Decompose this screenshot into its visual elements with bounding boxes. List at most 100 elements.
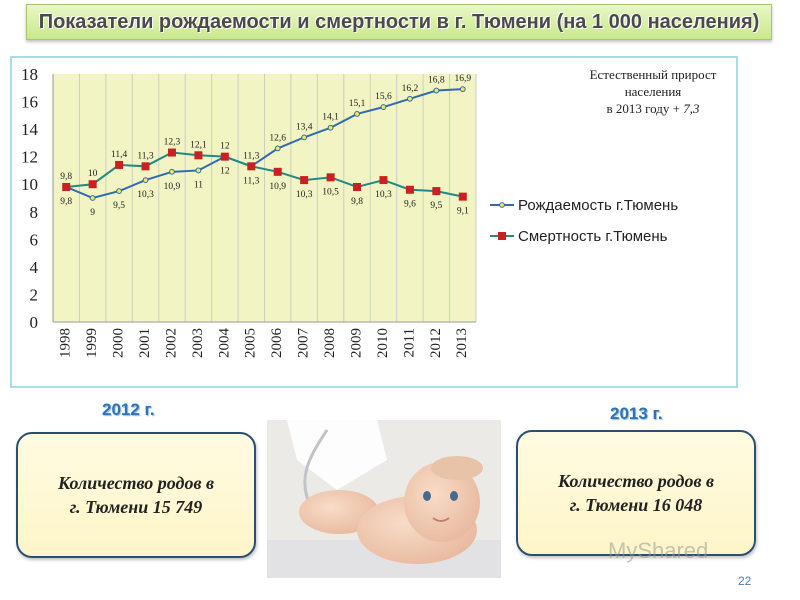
left-year-label: 2012 г. [102,400,155,419]
death-data-label: 9,5 [430,201,442,211]
death-point [141,162,150,171]
death-point [353,182,362,191]
right-info-text: Количество родов в г. Тюмени 16 048 [557,471,715,515]
birth-data-label: 15,1 [349,99,366,109]
x-tick-label: 2002 [163,328,179,358]
death-data-label: 11,3 [137,151,154,161]
death-data-label: 10,3 [296,190,313,200]
natural-growth-annotation: Естественный прирост населения в 2013 го… [578,66,728,117]
y-tick-label: 0 [30,313,39,332]
y-tick-label: 8 [30,203,39,222]
x-tick-label: 2007 [296,328,312,359]
birth-point [301,134,308,141]
y-tick-label: 12 [21,148,38,167]
x-tick-label: 2005 [243,328,259,358]
death-data-label: 9,8 [60,172,72,182]
left-info-text: Количество родов в г. Тюмени 15 749 [57,473,215,517]
death-data-label: 10,9 [269,182,286,192]
death-point [220,152,229,161]
birth-data-label: 16,2 [402,84,419,94]
annotation-line2: в 2013 году + [606,101,680,116]
birth-point [407,95,413,102]
death-data-label: 9,8 [351,197,363,207]
death-point [379,176,388,185]
birth-series-line [65,88,463,200]
legend-death-marker [498,232,506,240]
birth-point [142,177,149,183]
birth-data-label: 11,3 [243,176,260,186]
death-series-line [66,151,463,198]
baby-photo [267,420,501,578]
birth-data-label: 9,5 [113,201,125,211]
x-tick-label: 2010 [375,328,391,358]
birth-data-label: 9,8 [60,197,72,207]
y-tick-label: 18 [21,65,38,84]
annotation-value: 7,3 [683,101,700,116]
birth-data-label: 14,1 [322,113,339,123]
x-tick-label: 2006 [269,328,285,359]
birth-data-label: 13,4 [296,122,313,132]
birth-data-label: 16,9 [454,74,471,84]
x-tick-label: 2000 [111,328,127,358]
birth-point [89,195,96,201]
death-point [88,180,97,189]
birth-data-label: 10,3 [137,190,154,200]
birth-point [327,124,334,131]
legend-birth-label: Рождаемость г.Тюмень [518,197,678,214]
legend-birth-marker [499,202,505,208]
death-data-label: 11,3 [243,151,260,161]
birth-data-label: 9 [90,208,95,218]
page-number: 22 [738,574,752,588]
death-data-label: 10,3 [375,190,392,200]
death-data-label: 11,4 [111,150,128,160]
y-tick-label: 2 [30,285,39,304]
birth-data-label: 11 [194,180,203,190]
death-point [326,173,335,182]
death-point [115,160,124,169]
left-info-box: Количество родов в г. Тюмени 15 749 [16,432,256,558]
death-point [432,187,441,196]
annotation-line1: Естественный прирост населения [589,67,717,99]
legend-death-label: Смертность г.Тюмень [518,228,668,245]
death-data-label: 10 [88,169,98,179]
birth-point [380,104,387,110]
death-point [247,162,256,171]
death-data-label: 12,1 [190,140,207,150]
death-point [273,167,282,176]
birth-point [274,145,281,152]
x-tick-label: 2009 [348,328,364,358]
y-tick-label: 10 [21,175,38,194]
x-tick-label: 1998 [58,328,74,358]
death-point [458,192,467,201]
birth-point [459,86,466,93]
slide-title: Показатели рождаемости и смертности в г.… [38,10,760,33]
death-data-label: 9,6 [404,200,416,210]
death-point [167,148,176,157]
y-tick-label: 6 [30,230,39,249]
y-tick-label: 4 [30,258,39,277]
death-data-label: 9,1 [457,207,469,217]
right-info-box: Количество родов в г. Тюмени 16 048 [516,430,756,556]
x-tick-label: 2011 [401,328,417,357]
birth-data-label: 16,8 [428,76,445,86]
x-tick-label: 2001 [137,328,153,358]
line-chart: 0 2 4 6 8 10 12 14 16 18 1998 1999 2000 2001 2002 2003 2… [21,65,678,359]
title-bar: Показатели рождаемости и смертности в г.… [26,4,772,40]
birth-data-label: 15,6 [375,92,392,102]
birth-point [354,111,360,117]
y-tick-label: 16 [21,93,38,112]
birth-data-label: 10,9 [164,182,181,192]
x-tick-label: 2013 [454,328,470,358]
death-point [62,182,71,191]
x-tick-label: 2012 [428,328,444,358]
birth-data-label: 12,6 [269,133,286,143]
birth-point [116,188,122,195]
x-tick-label: 2003 [190,328,206,358]
death-point [300,176,309,185]
x-tick-label: 2008 [322,328,338,358]
birth-data-label: 12 [220,167,230,177]
x-tick-label: 1999 [84,328,100,358]
watermark: MyShared [608,538,709,563]
death-point [194,151,203,160]
birth-point [195,167,202,174]
